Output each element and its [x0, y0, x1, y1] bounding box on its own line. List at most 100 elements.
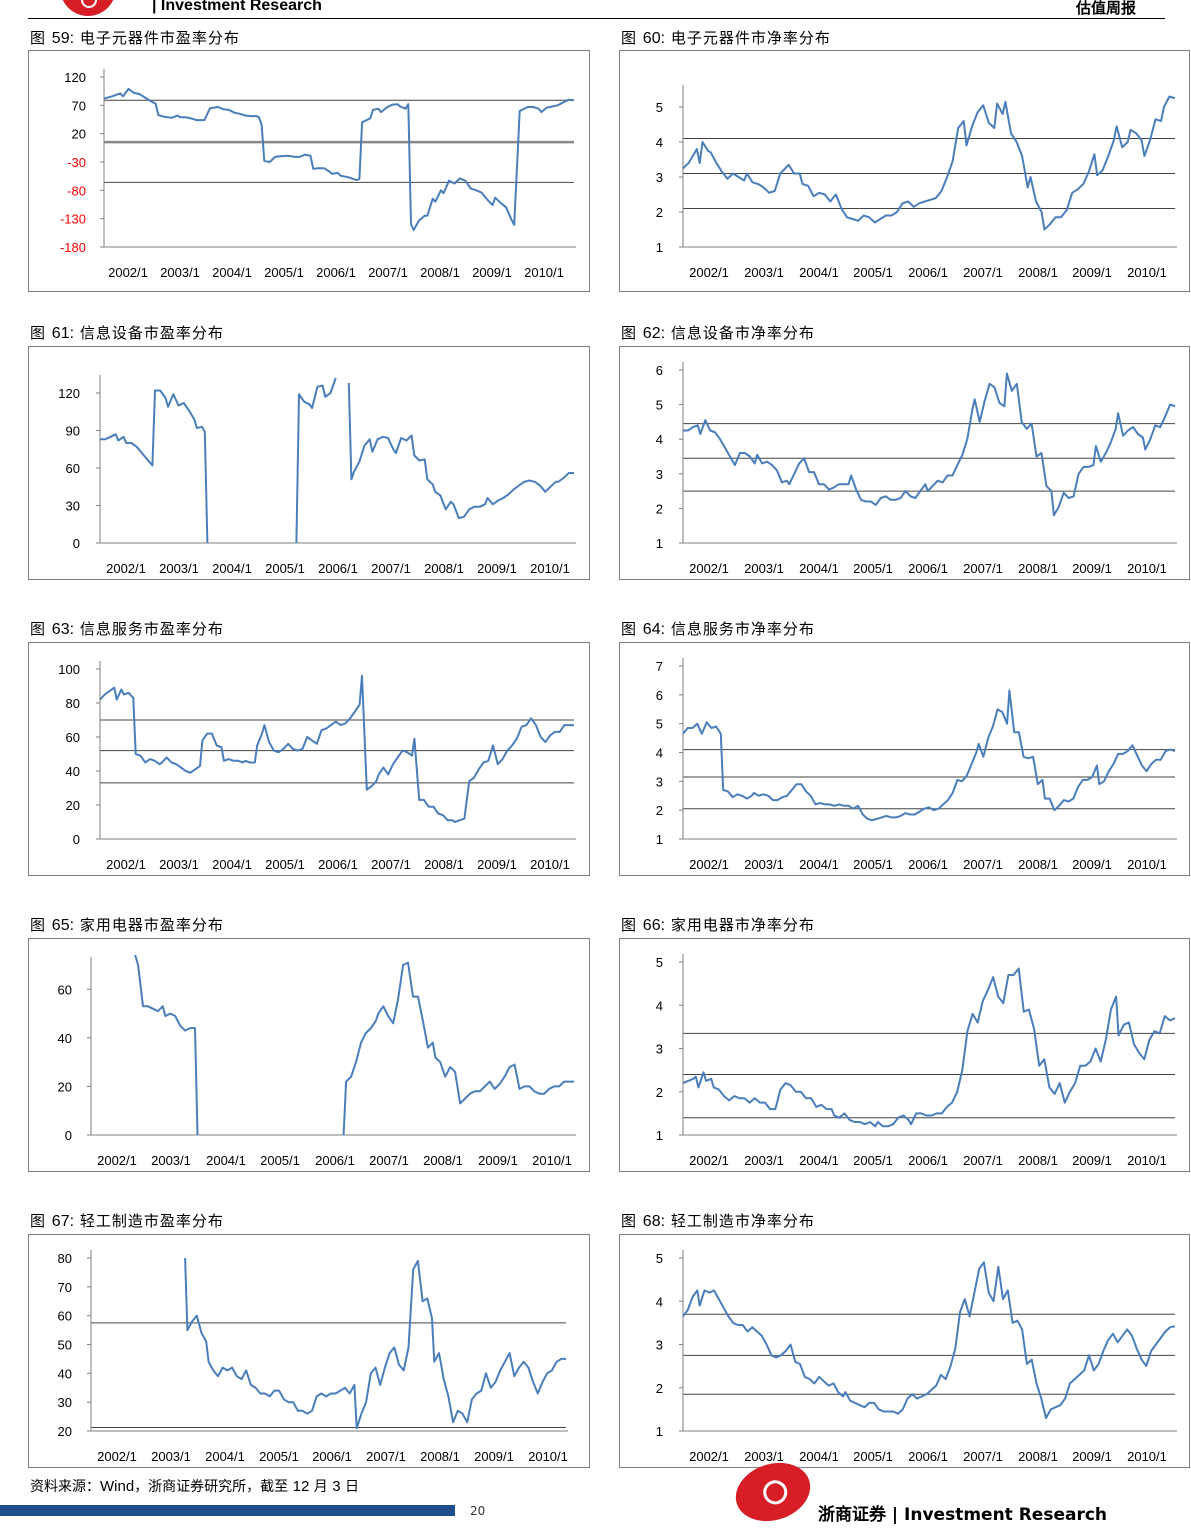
chart-65-y-tick-label: 0: [65, 1128, 72, 1143]
chart-65-x-tick-label: 2009/1: [478, 1153, 518, 1168]
chart-67-pe-light-manufacturing: 80 70 60 50 40 30 20 2002/1 2003/1 2004/1 2005/1 20…: [28, 1234, 590, 1468]
chart-67-y-tick-label: 20: [58, 1424, 72, 1439]
chart-61-x-tick-label: 2004/1: [212, 561, 252, 576]
chart-64-y-tick-label: 3: [656, 774, 663, 789]
chart-61-y-tick-label: 90: [66, 424, 80, 439]
chart-60-x-tick-label: 2006/1: [908, 265, 948, 280]
chart-64-x-tick-label: 2004/1: [799, 857, 839, 872]
chart-64-x-tick-label: 2009/1: [1072, 857, 1112, 872]
chart-63-frame: [28, 642, 590, 876]
chart-68-y-tick-label: 5: [656, 1251, 663, 1266]
chart-60-y-tick-label: 5: [656, 100, 663, 115]
chart-60-x-tick-label: 2008/1: [1018, 265, 1058, 280]
chart-63-x-tick-label: 2009/1: [477, 857, 517, 872]
chart-59-x-tick-label: 2009/1: [472, 265, 512, 280]
chart-60-x-tick-label: 2002/1: [689, 265, 729, 280]
chart-59-y-tick-label: 70: [72, 98, 86, 113]
chart-66-series-line-0: [683, 967, 1176, 1128]
chart-60-x-tick-label: 2004/1: [799, 265, 839, 280]
chart-68-x-tick-label: 2002/1: [689, 1449, 729, 1464]
chart-66-x-tick-label: 2002/1: [689, 1153, 729, 1168]
chart-64-y-tick-label: 7: [656, 659, 663, 674]
chart-61-y-tick-label: 30: [66, 499, 80, 514]
chart-60-y-tick-label: 3: [656, 170, 663, 185]
chart-66-pb-home-appliances: 5 4 3 2 1 2002/1 2003/1 2004/1 2005/1 2006/1 2007/…: [619, 938, 1190, 1172]
chart-64-x-tick-label: 2002/1: [689, 857, 729, 872]
chart-65-y-tick-label: 20: [58, 1079, 72, 1094]
chart-59-y-tick-label: 120: [64, 70, 86, 85]
chart-65-x-tick-label: 2005/1: [260, 1153, 300, 1168]
chart-68-y-tick-label: 4: [656, 1294, 663, 1309]
chart-68-x-tick-label: 2007/1: [963, 1449, 1003, 1464]
chart-62-series-line-0: [683, 372, 1176, 517]
footer-bar: [0, 1505, 455, 1516]
chart-60-x-tick-label: 2007/1: [963, 265, 1003, 280]
chart-68-x-tick-label: 2004/1: [799, 1449, 839, 1464]
chart-65-x-tick-label: 2010/1: [532, 1153, 572, 1168]
chart-68-series-line-0: [683, 1261, 1176, 1419]
chart-67-x-tick-label: 2005/1: [259, 1449, 299, 1464]
chart-65-frame: [28, 938, 590, 1172]
chart-59-x-tick-label: 2003/1: [160, 265, 200, 280]
chart-64-pb-information-services: 7 6 5 4 3 2 1 2002/1 2003/1 2004/1 2005/1 2006/1 200…: [619, 642, 1190, 876]
chart-59-x-tick-label: 2010/1: [524, 265, 564, 280]
chart-62-frame: [619, 346, 1190, 580]
chart-67-y-tick-label: 50: [58, 1338, 72, 1353]
chart-63-y-tick-label: 40: [66, 764, 80, 779]
chart-68-pb-light-manufacturing: 5 4 3 2 1 2002/1 2003/1 2004/1 2005/1 2006/1 2007/…: [619, 1234, 1190, 1468]
chart-59-y-tick-label: -30: [67, 155, 86, 170]
chart-67-y-tick-label: 40: [58, 1366, 72, 1381]
chart-67-y-tick-label: 70: [58, 1280, 72, 1295]
chart-59-y-tick-label: -130: [60, 212, 86, 227]
chart-63-x-tick-label: 2010/1: [530, 857, 570, 872]
chart-60-y-tick-label: 4: [656, 135, 663, 150]
header-divider: [28, 18, 1165, 19]
chart-61-x-tick-label: 2007/1: [371, 561, 411, 576]
page-number: 20: [470, 1504, 486, 1518]
chart-61-x-tick-label: 2006/1: [318, 561, 358, 576]
chart-63-series-line-0: [100, 674, 574, 823]
chart-59-x-tick-label: 2007/1: [368, 265, 408, 280]
chart-63-x-tick-label: 2005/1: [265, 857, 305, 872]
chart-62-x-tick-label: 2008/1: [1018, 561, 1058, 576]
chart-63-x-tick-label: 2004/1: [212, 857, 252, 872]
chart-61-series-line-0: [100, 377, 574, 543]
chart-59-x-tick-label: 2002/1: [108, 265, 148, 280]
chart-67-y-tick-label: 80: [58, 1251, 72, 1266]
chart-59-y-tick-label: 20: [72, 127, 86, 142]
chart-63-y-tick-label: 20: [66, 798, 80, 813]
chart-62-y-tick-label: 3: [656, 467, 663, 482]
chart-60-x-tick-label: 2003/1: [744, 265, 784, 280]
chart-64-y-tick-label: 6: [656, 688, 663, 703]
chart-59-x-tick-label: 2008/1: [420, 265, 460, 280]
chart-67-y-tick-label: 30: [58, 1395, 72, 1410]
chart-67-y-tick-label: 60: [58, 1309, 72, 1324]
chart-61-frame: [28, 346, 590, 580]
chart-63-pe-information-services: 100 80 60 40 20 0 2002/1 2003/1 2004/1 2005/1 2006…: [28, 642, 590, 876]
chart-60-y-tick-label: 1: [656, 240, 663, 255]
chart-64-x-tick-label: 2007/1: [963, 857, 1003, 872]
chart-65-x-tick-label: 2007/1: [369, 1153, 409, 1168]
chart-66-y-tick-label: 1: [656, 1128, 663, 1143]
chart-68-x-tick-label: 2008/1: [1018, 1449, 1058, 1464]
chart-61-x-tick-label: 2010/1: [530, 561, 570, 576]
chart-66-x-tick-label: 2006/1: [908, 1153, 948, 1168]
chart-title-66: 图 66: 家用电器市净率分布: [621, 916, 815, 934]
chart-61-pe-information-equipment: 120 90 60 30 0 2002/1 2003/1 2004/1 2005/1 2006/1…: [28, 346, 590, 580]
chart-66-x-tick-label: 2004/1: [799, 1153, 839, 1168]
chart-68-frame: [619, 1234, 1190, 1468]
chart-59-y-tick-label: -80: [67, 183, 86, 198]
chart-65-x-tick-label: 2002/1: [97, 1153, 137, 1168]
chart-60-x-tick-label: 2005/1: [853, 265, 893, 280]
chart-title-67: 图 67: 轻工制造市盈率分布: [30, 1212, 224, 1230]
chart-64-x-tick-label: 2003/1: [744, 857, 784, 872]
chart-68-x-tick-label: 2006/1: [908, 1449, 948, 1464]
chart-67-x-tick-label: 2006/1: [312, 1449, 352, 1464]
chart-title-65: 图 65: 家用电器市盈率分布: [30, 916, 224, 934]
chart-59-x-tick-label: 2004/1: [212, 265, 252, 280]
chart-63-y-tick-label: 0: [73, 832, 80, 847]
chart-62-y-tick-label: 6: [656, 363, 663, 378]
chart-62-x-tick-label: 2010/1: [1127, 561, 1167, 576]
chart-title-62: 图 62: 信息设备市净率分布: [621, 324, 815, 342]
chart-66-x-tick-label: 2007/1: [963, 1153, 1003, 1168]
